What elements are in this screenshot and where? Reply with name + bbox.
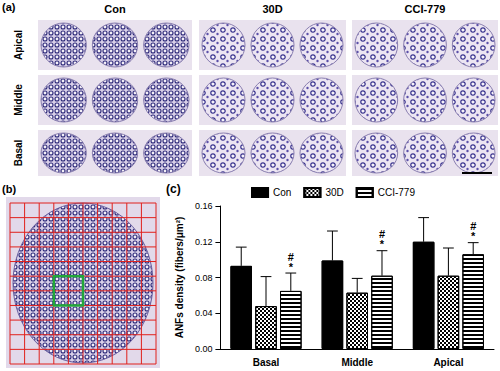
- svg-text:Apical: Apical: [433, 357, 463, 368]
- svg-text:Con: Con: [273, 187, 291, 198]
- svg-text:Con: Con: [104, 3, 126, 15]
- svg-text:#: #: [288, 251, 294, 263]
- svg-text:Middle: Middle: [13, 84, 24, 116]
- svg-text:0.00: 0.00: [195, 344, 213, 354]
- svg-text:30D: 30D: [262, 3, 282, 15]
- svg-text:Basal: Basal: [253, 357, 280, 368]
- svg-text:0.12: 0.12: [195, 237, 213, 247]
- svg-text:(a): (a): [2, 1, 16, 13]
- svg-text:#: #: [379, 228, 385, 240]
- svg-text:30D: 30D: [325, 187, 343, 198]
- svg-text:0.16: 0.16: [195, 201, 213, 211]
- svg-text:0.08: 0.08: [195, 273, 213, 283]
- svg-text:Apical: Apical: [13, 30, 24, 60]
- svg-text:(b): (b): [2, 183, 16, 195]
- svg-text:Middle: Middle: [341, 357, 373, 368]
- svg-text:0.04: 0.04: [195, 308, 213, 318]
- svg-text:#: #: [470, 220, 476, 232]
- svg-text:CCI-779: CCI-779: [378, 187, 416, 198]
- svg-text:Basal: Basal: [13, 139, 24, 166]
- svg-text:CCI-779: CCI-779: [405, 3, 446, 15]
- svg-text:ANFs density (fibers/μm²): ANFs density (fibers/μm²): [174, 217, 185, 339]
- html-text:(c): (c): [166, 182, 181, 196]
